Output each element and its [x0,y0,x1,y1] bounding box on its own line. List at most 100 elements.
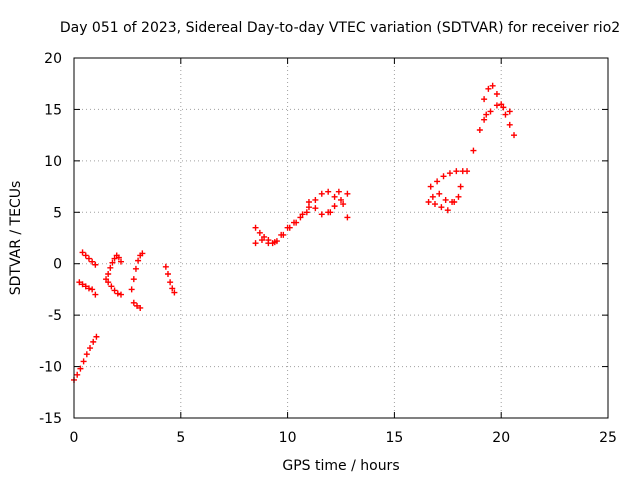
data-point [169,285,176,292]
grid-lines [74,58,608,418]
data-point [449,199,456,205]
data-point [130,299,137,306]
series-arc14 [425,111,490,214]
x-tick-label: 25 [599,430,617,446]
data-point [506,108,513,115]
x-tick-label: 20 [492,430,510,446]
data-point [82,252,89,259]
data-point [427,183,434,190]
data-point [103,276,110,283]
series-arc10 [252,224,276,247]
data-point [115,254,122,261]
data-point [481,116,488,123]
data-point [137,304,144,311]
data-point [135,257,142,264]
data-point [476,127,483,133]
data-point [89,286,96,293]
data-point [134,302,141,309]
data-point [132,265,139,272]
series-arc11 [273,188,332,245]
y-tick-label: 5 [53,205,62,221]
data-point [83,351,90,358]
data-point [312,196,319,203]
data-point [436,190,443,197]
data-point [293,219,300,226]
data-point [111,287,118,294]
data-point [318,211,325,218]
data-point [344,214,351,221]
series-arc13 [327,188,351,221]
data-point [117,291,124,298]
data-point [305,204,312,211]
data-point [338,196,344,203]
data-point [506,121,513,128]
data-point [171,289,178,296]
data-point [455,193,462,200]
data-point [92,291,99,298]
data-point [442,196,449,203]
data-point [92,261,99,268]
data-point [79,281,86,288]
plot-frame [73,57,609,419]
data-point [485,85,492,92]
data-point [90,338,97,345]
y-tick-label: 10 [44,154,62,170]
data-point [335,188,342,195]
data-point [130,276,137,283]
series-arc6 [128,250,146,293]
data-point [109,259,116,266]
data-point [105,271,112,277]
data-point [344,190,351,197]
data-point [438,204,445,211]
data-point [77,365,84,372]
y-tick-label: 20 [44,51,62,67]
data-point [76,279,83,286]
series-arc3 [79,249,99,268]
data-point [434,178,441,185]
y-tick-label: 0 [53,257,62,273]
y-tick-label: -5 [48,308,62,324]
data-point [108,283,115,290]
data-point [457,183,464,190]
data-point [107,264,114,271]
series-arc2 [76,279,99,298]
data-point [139,250,146,257]
data-point [305,199,312,205]
x-tick-label: 15 [385,430,403,446]
data-point [493,102,500,109]
data-point [273,238,280,245]
data-point [280,231,287,238]
data-point [87,345,94,352]
data-point [331,193,338,200]
data-point [117,258,124,265]
data-point [299,211,306,218]
data-point [481,96,488,103]
data-point [498,101,505,108]
data-point [265,237,272,244]
data-point [459,168,466,175]
data-point [453,168,460,175]
y-tick-label: 15 [44,102,62,118]
data-point [500,104,507,111]
data-point [483,111,490,118]
data-point [252,224,259,231]
y-axis-label: SDTVAR / TECUs [8,181,24,296]
data-point [85,285,92,292]
series-arc4 [103,252,124,283]
data-point [269,240,276,247]
data-point [429,193,436,200]
data-point [114,290,121,297]
data-point [89,258,96,265]
data-point [502,111,509,118]
x-tick-label: 0 [70,430,79,446]
x-axis-label: GPS time / hours [282,458,399,474]
data-point [487,108,494,115]
data-point [489,82,496,89]
data-point [252,240,259,247]
data-point [325,188,332,195]
data-point [470,147,477,154]
data-point [82,283,89,290]
data-point [327,209,334,216]
data-point [444,207,451,214]
